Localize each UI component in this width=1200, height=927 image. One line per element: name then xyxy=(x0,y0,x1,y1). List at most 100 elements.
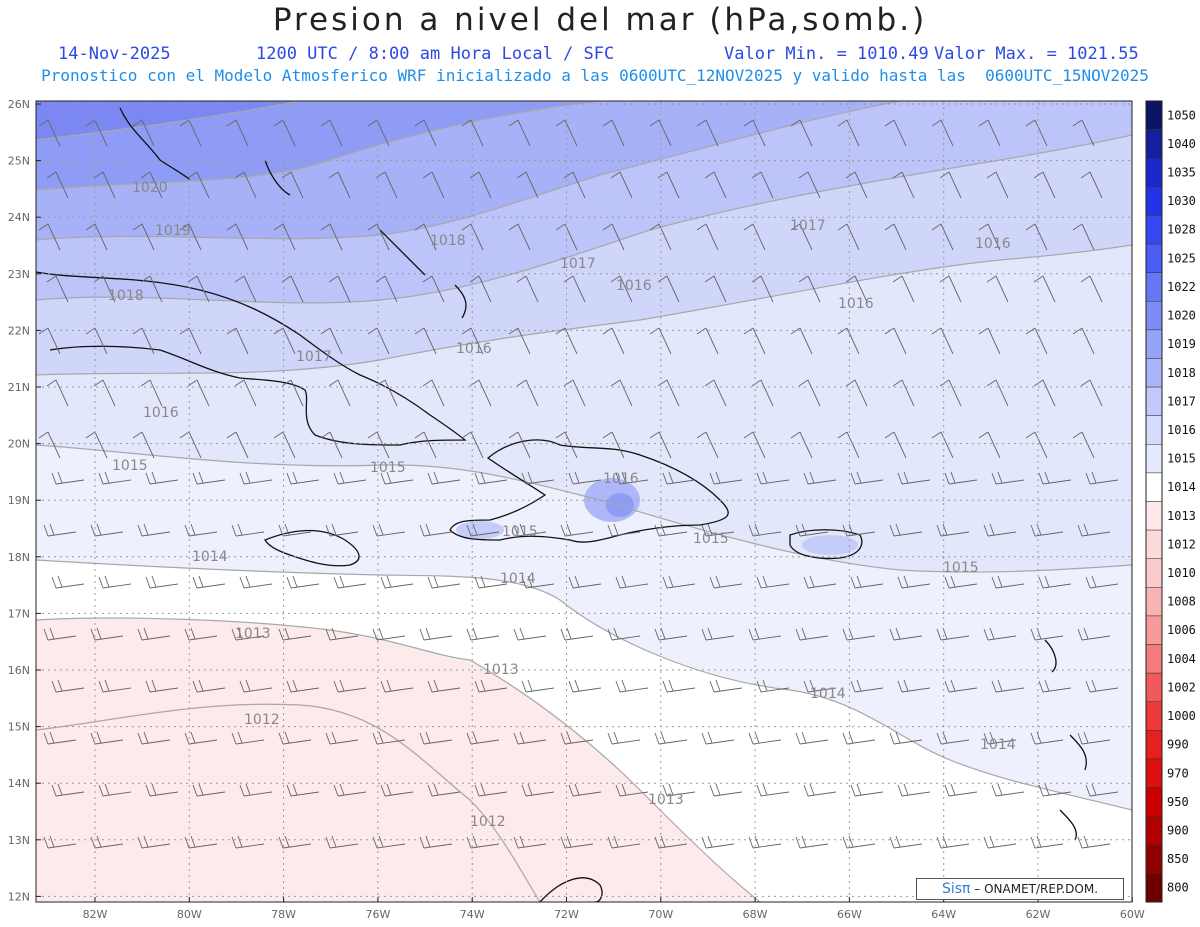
coast-bahamas-3 xyxy=(454,284,467,319)
wind-barb xyxy=(278,835,312,849)
isobar-label: 1017 xyxy=(296,349,332,365)
wind-barb xyxy=(701,523,735,537)
wind-barb xyxy=(568,575,602,589)
wind-barb xyxy=(602,431,625,459)
isobar-label: 1016 xyxy=(603,471,639,487)
wind-barb xyxy=(795,627,829,641)
wind-barb xyxy=(521,783,555,797)
wind-barb xyxy=(610,379,633,407)
wind-barb xyxy=(320,119,343,147)
wind-barb xyxy=(231,731,265,745)
wind-barb xyxy=(654,731,688,745)
wind-barb xyxy=(281,171,304,199)
wind-barb xyxy=(709,575,743,589)
wind-barb xyxy=(367,327,390,355)
wind-barb xyxy=(978,327,1001,355)
wind-barb xyxy=(1038,783,1072,797)
wind-barb xyxy=(414,223,437,251)
wind-barb xyxy=(140,275,163,303)
lon-tick-label: 80W xyxy=(177,908,202,921)
wind-barb xyxy=(1030,523,1064,537)
wind-barb xyxy=(516,171,539,199)
colorbar-label: 1017 xyxy=(1167,394,1196,408)
wind-barb xyxy=(1030,835,1064,849)
pressure-shading xyxy=(36,101,1132,902)
wind-barb xyxy=(90,627,124,641)
lon-tick-label: 76W xyxy=(365,908,390,921)
wind-barb xyxy=(419,627,453,641)
wind-barb xyxy=(98,471,132,485)
lat-tick-label: 22N xyxy=(8,324,30,337)
wind-barb xyxy=(1080,171,1103,199)
wind-barb xyxy=(563,379,586,407)
wind-barb xyxy=(1038,575,1072,589)
isobar-label: 1018 xyxy=(108,288,144,304)
wind-barb xyxy=(602,223,625,251)
wind-barb xyxy=(469,379,492,407)
coast-bahamas-1 xyxy=(264,159,291,196)
wind-barb xyxy=(461,431,484,459)
lat-tick-label: 15N xyxy=(8,721,30,734)
isobar-label: 1017 xyxy=(560,256,596,272)
forecast-model-info: Pronostico con el Modelo Atmosferico WRF… xyxy=(41,66,1149,85)
wind-barb xyxy=(320,223,343,251)
wind-barb xyxy=(884,431,907,459)
wind-barb xyxy=(179,223,202,251)
wind-barb xyxy=(743,327,766,355)
wind-barb xyxy=(226,327,249,355)
coast-antilles-3 xyxy=(1059,809,1077,841)
wind-barb xyxy=(469,275,492,303)
wind-barb xyxy=(474,783,508,797)
isobar-1012 xyxy=(36,703,541,902)
wind-barb xyxy=(986,171,1009,199)
wind-barb xyxy=(132,327,155,355)
colorbar-swatch xyxy=(1145,444,1163,474)
wind-barb xyxy=(850,471,884,485)
wind-barb xyxy=(696,119,719,147)
wind-barb xyxy=(508,119,531,147)
wind-barb xyxy=(751,379,774,407)
colorbar-swatch xyxy=(1145,129,1163,159)
wind-barb xyxy=(944,679,978,693)
wind-barb xyxy=(320,327,343,355)
wind-barb xyxy=(897,575,931,589)
wind-barb xyxy=(1080,275,1103,303)
isobar-label: 1013 xyxy=(648,792,684,808)
wind-barb xyxy=(944,575,978,589)
isobar-label: 1017 xyxy=(790,218,826,234)
wind-barb xyxy=(325,835,359,849)
wind-barb xyxy=(845,171,868,199)
wind-barb xyxy=(790,431,813,459)
coast-hispaniola xyxy=(449,439,729,543)
wind-barb xyxy=(798,171,821,199)
wind-barb xyxy=(897,679,931,693)
wind-barb xyxy=(803,575,837,589)
wind-barb xyxy=(1077,523,1111,537)
wind-barb xyxy=(555,327,578,355)
wind-barb xyxy=(798,275,821,303)
wind-barb xyxy=(140,171,163,199)
sispi-logo: Sisπ xyxy=(941,881,971,897)
wind-barb xyxy=(333,679,367,693)
wind-barb xyxy=(278,523,312,537)
colorbar-label: 1016 xyxy=(1167,423,1196,437)
wind-barb xyxy=(427,679,461,693)
wind-barb xyxy=(51,575,85,589)
lat-tick-label: 12N xyxy=(8,890,30,903)
wind-barb xyxy=(983,835,1017,849)
wind-barb xyxy=(516,379,539,407)
wind-barb xyxy=(701,627,735,641)
wind-barb xyxy=(422,275,445,303)
wind-barb xyxy=(978,119,1001,147)
wind-barb xyxy=(795,835,829,849)
wind-barb xyxy=(1038,471,1072,485)
wind-barb xyxy=(701,731,735,745)
wind-barb xyxy=(320,431,343,459)
wind-barb xyxy=(607,627,641,641)
wind-barb xyxy=(568,783,602,797)
wind-barb xyxy=(884,223,907,251)
wind-barb xyxy=(278,627,312,641)
wind-barb xyxy=(184,731,218,745)
lon-tick-label: 78W xyxy=(271,908,296,921)
wind-barb xyxy=(137,523,171,537)
